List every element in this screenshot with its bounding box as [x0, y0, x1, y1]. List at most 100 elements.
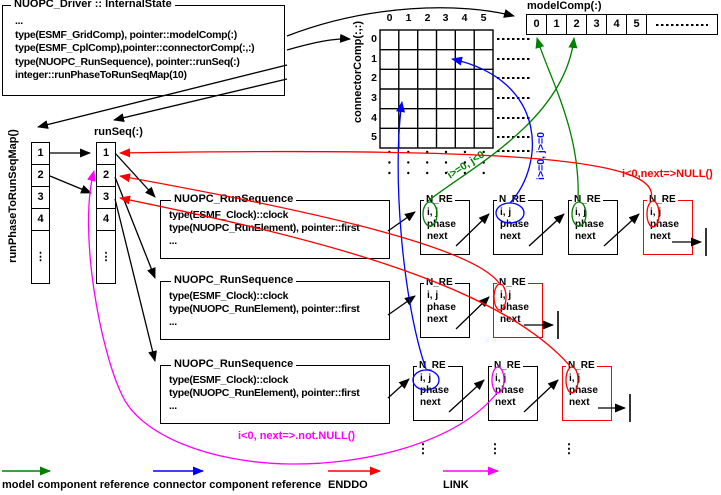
run-phase-map-label: runPhaseToRunSeqMap() [7, 129, 19, 263]
connector-row-header: 0 [371, 33, 377, 45]
row-continuation-dashes [497, 58, 531, 60]
rs-clock-line: type(ESMF_Clock)::clock [169, 209, 289, 221]
run-seq-cell: 4 [97, 209, 115, 231]
connector-row-header: 3 [371, 92, 377, 104]
row-continuation-dashes [497, 150, 531, 152]
connector-row-header: 5 [371, 131, 377, 143]
rs-ellipsis: ... [169, 316, 177, 328]
model-comp-cell: 4 [607, 15, 627, 34]
run-element-ij: i, j [575, 207, 587, 218]
run-phase-map-cell: 4 [32, 209, 49, 231]
run-element-next: next [427, 231, 448, 242]
run-element-ij: i, j [650, 207, 662, 218]
run-element-phase: phase [427, 302, 456, 313]
run-element-title: N_RE [497, 277, 528, 288]
model-comp-continuation [647, 15, 717, 34]
run-element-box: N_RE i, j phase next [420, 277, 470, 338]
run-element-ij: i, j [427, 207, 439, 218]
connector-row-header: 2 [371, 72, 377, 84]
rs-first-line: type(NUOPC_RunElement), pointer::first [169, 303, 360, 315]
run-sequence-box-3: NUOPC_RunSequence type(ESMF_Clock)::cloc… [160, 358, 390, 424]
run-element-title: N_RE [566, 360, 597, 371]
decl-model-comp: type(ESMF_GridComp), pointer::modelComp(… [15, 28, 237, 41]
run-element-title: N_RE [424, 277, 455, 288]
row-continuation-dashes [497, 77, 531, 79]
run-element-phase: phase [500, 219, 529, 230]
run-element-title: N_RE [424, 194, 455, 205]
run-element-next: next [650, 231, 671, 242]
rs-clock-line: type(ESMF_Clock)::clock [169, 290, 289, 302]
run-element-ij: i, j [420, 373, 432, 384]
model-comp-cell: 3 [587, 15, 607, 34]
decl-ellipsis: ... [15, 15, 23, 27]
run-element-next: next [500, 231, 521, 242]
model-comp-cell: 2 [567, 15, 587, 34]
run-element-ij: i, j [427, 290, 439, 301]
run-element-phase: phase [650, 219, 679, 230]
run-element-title: N_RE [492, 360, 523, 371]
row-continuation-dashes [497, 38, 531, 40]
run-seq-cell: 3 [97, 187, 115, 209]
run-element-title: N_RE [497, 194, 528, 205]
connector-col-header: 1 [405, 12, 412, 24]
run-sequence-title: NUOPC_RunSequence [171, 274, 297, 286]
run-element-box-enddo: N_RE i, j phase next [643, 194, 693, 255]
run-sequence-body: type(ESMF_Clock)::clock type(NUOPC_RunEl… [169, 290, 360, 329]
continuation-vdots: ⋮ [488, 441, 502, 456]
run-element-phase: phase [495, 385, 524, 396]
internal-state-declarations: ... type(ESMF_GridComp), pointer::modelC… [15, 15, 255, 83]
model-comp-cell: 5 [627, 15, 647, 34]
run-sequence-box-1: NUOPC_RunSequence type(ESMF_Clock)::cloc… [160, 193, 390, 259]
row-continuation-dashes [497, 117, 531, 119]
run-sequence-body: type(ESMF_Clock)::clock type(NUOPC_RunEl… [169, 209, 360, 248]
run-element-next: next [427, 314, 448, 325]
run-seq-cell: 1 [97, 143, 115, 165]
connector-col-header: 2 [424, 12, 431, 24]
link-condition: i<0, next=>.not.NULL() [238, 430, 356, 442]
run-sequence-body: type(ESMF_Clock)::clock type(NUOPC_RunEl… [169, 374, 360, 413]
enddo-condition: i<0,next=>NULL() [622, 168, 713, 180]
run-phase-map-cell: 3 [32, 187, 49, 209]
connector-col-header: 5 [480, 12, 487, 24]
run-element-box: N_RE i, j phase next [568, 194, 618, 255]
run-sequence-title: NUOPC_RunSequence [171, 358, 297, 370]
legend-model-ref-label: model component reference [2, 479, 150, 491]
run-sequence-box-2: NUOPC_RunSequence type(ESMF_Clock)::cloc… [160, 274, 390, 340]
row-continuation-dashes [497, 136, 531, 138]
continuation-vdots: ⋮ [562, 441, 576, 456]
run-phase-map-cell: 1 [32, 143, 49, 165]
run-element-title: N_RE [572, 194, 603, 205]
legend-enddo-label: ENDDO [328, 479, 368, 491]
rs-first-line: type(NUOPC_RunElement), pointer::first [169, 222, 360, 234]
run-element-title: N_RE [417, 360, 448, 371]
row-continuation-dashes [497, 97, 531, 99]
run-element-title: N_RE [647, 194, 678, 205]
rs-clock-line: type(ESMF_Clock)::clock [169, 374, 289, 386]
run-element-phase: phase [420, 385, 449, 396]
run-seq-cell: ⋮ [100, 250, 112, 263]
run-element-next: next [569, 397, 590, 408]
connector-row-header: 1 [371, 53, 377, 65]
run-element-phase: phase [427, 219, 456, 230]
run-element-next: next [575, 231, 596, 242]
run-element-ij: i, j [500, 290, 512, 301]
run-seq-cell: 2 [97, 165, 115, 187]
run-element-phase: phase [575, 219, 604, 230]
model-comp-cell: 0 [527, 15, 547, 34]
connector-col-header: 3 [442, 12, 449, 24]
run-element-next: next [420, 397, 441, 408]
run-element-box: N_RE i, j phase next [488, 360, 538, 421]
run-element-phase: phase [569, 385, 598, 396]
rs-ellipsis: ... [169, 400, 177, 412]
decl-run-phase-map: integer::runPhaseToRunSeqMap(10) [15, 69, 187, 81]
run-seq-label: runSeq(:) [94, 126, 143, 138]
decl-run-seq: type(NUOPC_RunSequence), pointer::runSeq… [15, 55, 240, 68]
connector-comp-label: connectorComp(:,:) [352, 20, 364, 124]
model-ref-condition: i>=0, j<0 [445, 148, 487, 182]
run-phase-map-array: 1 2 3 4 ⋮ [31, 142, 50, 284]
model-comp-array: 0 1 2 3 4 5 [526, 14, 718, 35]
internal-state-title: NUOPC_Driver :: InternalState [11, 0, 175, 10]
connector-comp-grid [379, 29, 494, 149]
model-comp-cell: 1 [547, 15, 567, 34]
